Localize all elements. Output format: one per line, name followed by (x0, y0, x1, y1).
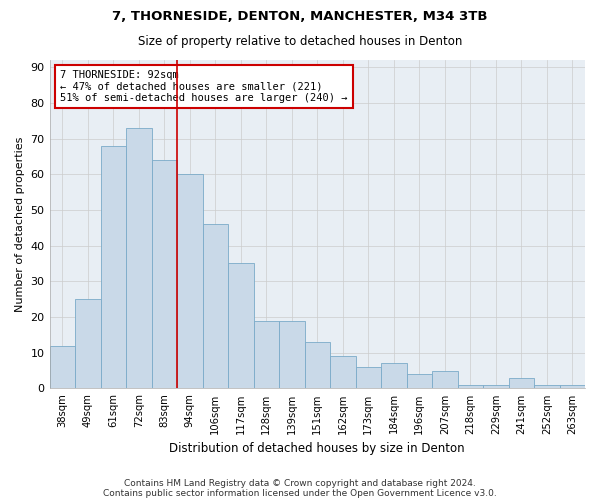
Bar (50, 346, 75, 389)
Bar (279, 320, 305, 388)
Bar (458, 385, 483, 388)
Bar (203, 224, 228, 388)
Bar (381, 364, 407, 388)
Text: Contains public sector information licensed under the Open Government Licence v3: Contains public sector information licen… (103, 488, 497, 498)
Bar (432, 370, 458, 388)
X-axis label: Distribution of detached houses by size in Denton: Distribution of detached houses by size … (169, 442, 465, 455)
Text: Contains HM Land Registry data © Crown copyright and database right 2024.: Contains HM Land Registry data © Crown c… (124, 478, 476, 488)
Bar (228, 264, 254, 388)
Bar (330, 356, 356, 388)
Bar (254, 320, 279, 388)
Bar (534, 385, 560, 388)
Bar (177, 174, 203, 388)
Bar (483, 385, 509, 388)
Bar (101, 146, 126, 388)
Text: 7 THORNESIDE: 92sqm
← 47% of detached houses are smaller (221)
51% of semi-detac: 7 THORNESIDE: 92sqm ← 47% of detached ho… (60, 70, 348, 103)
Bar (509, 378, 534, 388)
Text: 7, THORNESIDE, DENTON, MANCHESTER, M34 3TB: 7, THORNESIDE, DENTON, MANCHESTER, M34 3… (112, 10, 488, 23)
Bar (356, 367, 381, 388)
Y-axis label: Number of detached properties: Number of detached properties (15, 136, 25, 312)
Bar (560, 385, 585, 388)
Bar (75, 299, 101, 388)
Bar (407, 374, 432, 388)
Bar (126, 128, 152, 388)
Bar (152, 160, 177, 388)
Bar (305, 342, 330, 388)
Text: Size of property relative to detached houses in Denton: Size of property relative to detached ho… (138, 35, 462, 48)
